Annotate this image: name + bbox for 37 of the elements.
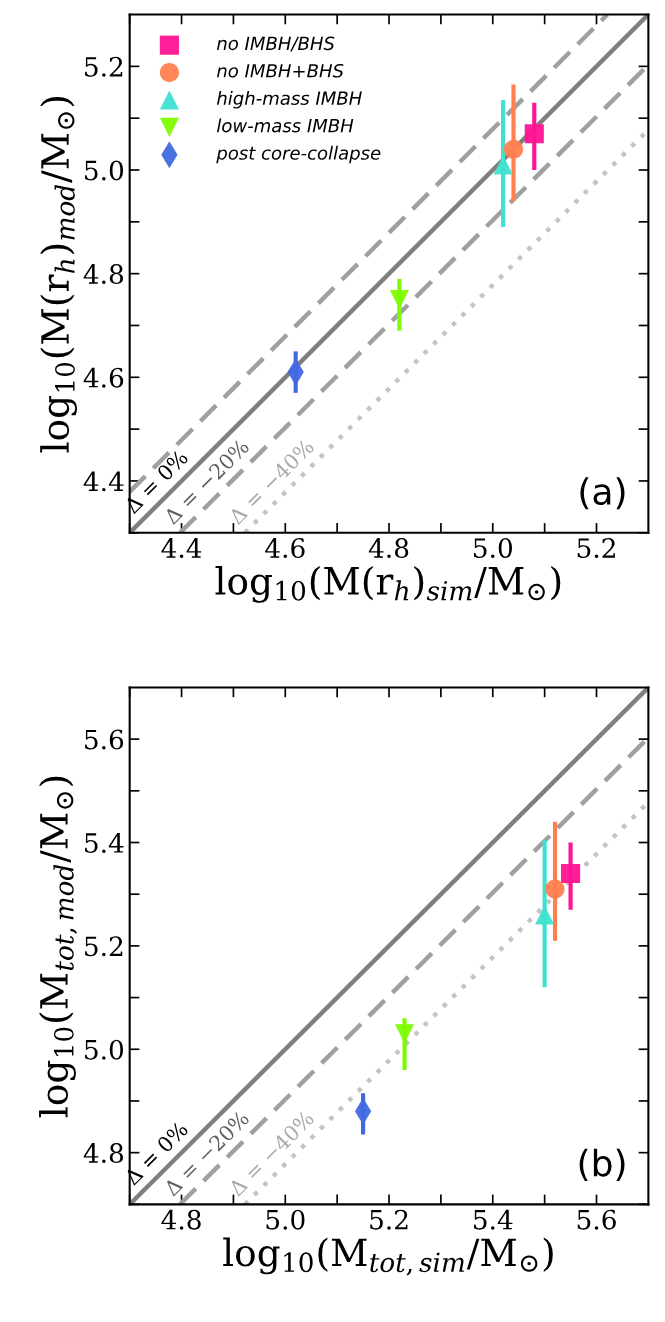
x-tick-label: 5.4 xyxy=(474,1209,513,1230)
point xyxy=(545,879,565,899)
x-tick-label: 5.2 xyxy=(370,1209,408,1230)
text: log$_{10}$(M(r$_{h}$)$_{sim}$/M$_{⊙}$) xyxy=(215,565,561,603)
y-tick-label: 5.6 xyxy=(85,729,124,750)
point xyxy=(535,905,555,925)
point xyxy=(389,289,409,310)
x-tick-label: 4.8 xyxy=(161,1209,201,1230)
y-tick-label: 5.4 xyxy=(85,832,124,853)
annotation: (b) xyxy=(579,1148,625,1181)
point xyxy=(503,139,524,159)
point xyxy=(561,863,581,884)
y-tick-label: 4.8 xyxy=(83,264,124,285)
point xyxy=(524,124,544,144)
y-tick-label: 5.0 xyxy=(85,160,124,181)
x-tick-label: 4.6 xyxy=(265,538,305,559)
x-tick-label: 5.6 xyxy=(577,1209,616,1230)
x-axis-title: log$_{10}$(M$_{tot,sim}$/M$_{⊙}$) xyxy=(223,1237,553,1276)
legend-label: low-mass IMBH xyxy=(216,118,354,133)
y-tick-label: 4.4 xyxy=(83,471,124,492)
y-tick-label: 5.2 xyxy=(85,56,123,77)
legend-label: no IMBH+BHS xyxy=(216,63,344,78)
x-tick-label: 4.8 xyxy=(368,538,409,559)
x-tick-label: 4.4 xyxy=(161,538,202,559)
x-tick-label: 5.0 xyxy=(474,538,512,559)
y-axis-title: log$_{10}$(M$_{tot,mod}$/M$_{⊙}$) xyxy=(39,776,77,1118)
x-tick-label: 5.2 xyxy=(577,538,615,559)
legend-label: no IMBH/BHS xyxy=(216,36,335,52)
y-tick-label: 5.2 xyxy=(85,936,123,957)
y-tick-label: 4.6 xyxy=(83,367,124,388)
legend-label: post core-collapse xyxy=(216,145,381,164)
annotation: (a) xyxy=(580,477,625,510)
x-tick-label: 5.0 xyxy=(266,1209,305,1230)
y-tick-label: 5.0 xyxy=(85,1039,124,1060)
y-tick-label: 4.8 xyxy=(83,1143,124,1164)
text: log$_{10}$(M(r$_{h}$)$_{mod}$/M$_{⊙}$) xyxy=(40,96,77,453)
legend-label: high-mass IMBH xyxy=(216,91,362,109)
